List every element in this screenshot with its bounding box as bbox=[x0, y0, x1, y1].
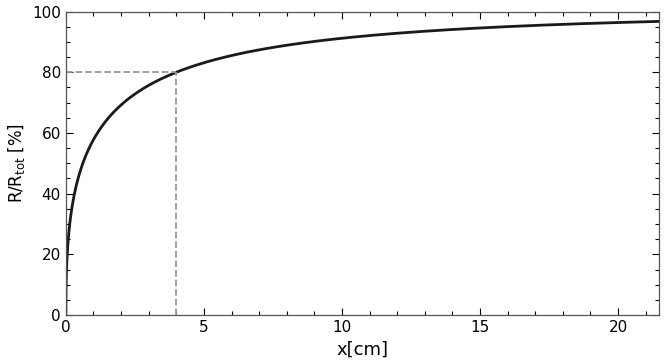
X-axis label: x[cm]: x[cm] bbox=[336, 340, 388, 359]
Y-axis label: R/R$_{\rm tot}$ [%]: R/R$_{\rm tot}$ [%] bbox=[5, 123, 27, 203]
